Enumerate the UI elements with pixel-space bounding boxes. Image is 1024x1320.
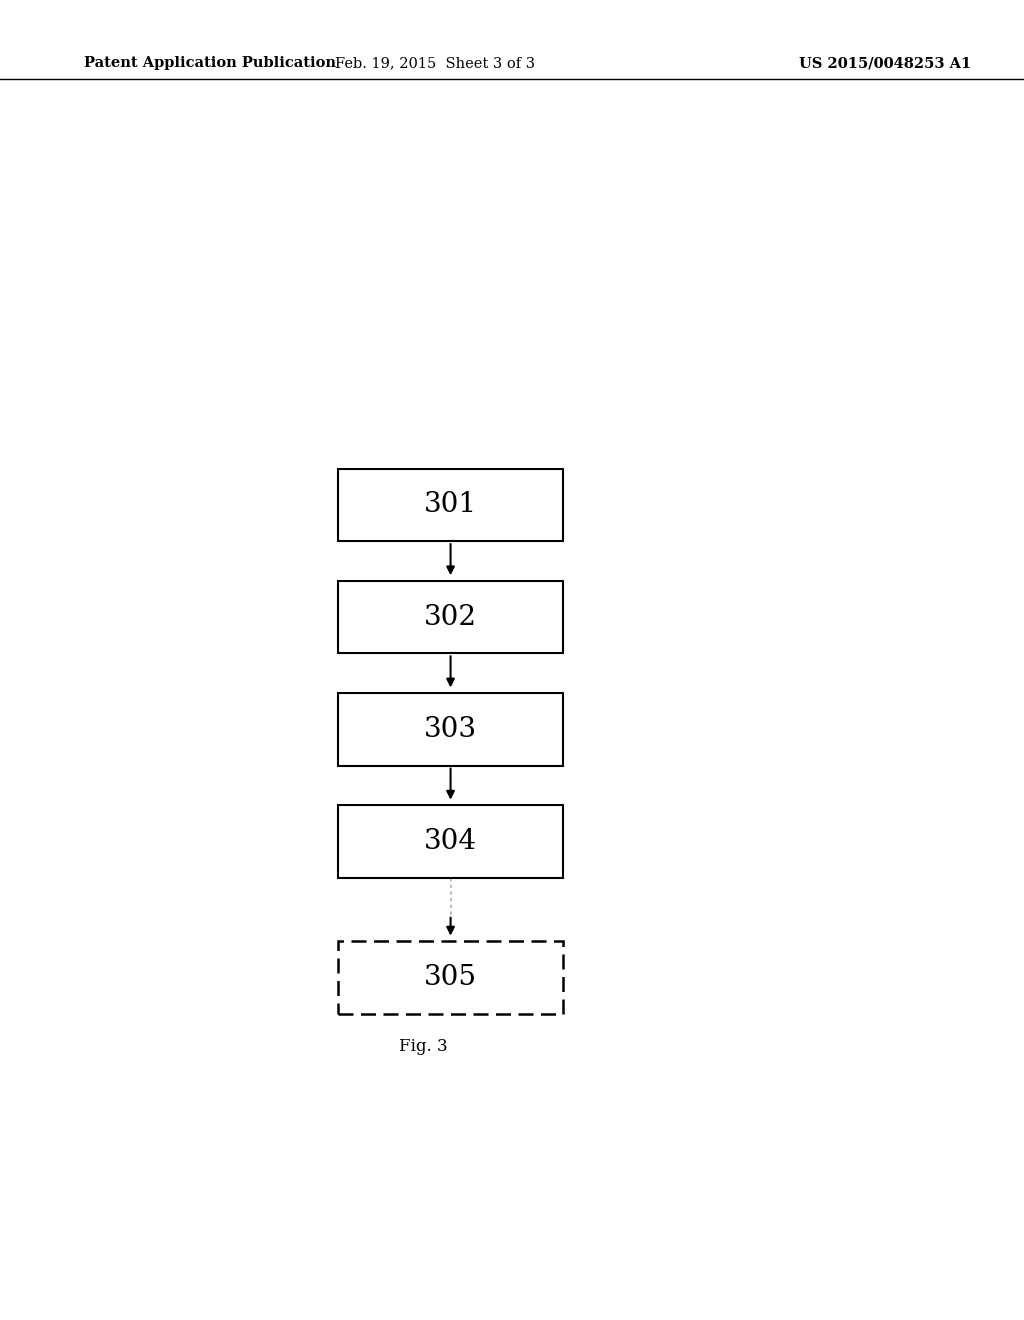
- Text: Feb. 19, 2015  Sheet 3 of 3: Feb. 19, 2015 Sheet 3 of 3: [335, 57, 536, 70]
- Text: 303: 303: [424, 715, 477, 743]
- Bar: [338, 941, 563, 1014]
- Bar: [338, 805, 563, 878]
- Text: Fig. 3: Fig. 3: [398, 1039, 447, 1055]
- Text: 304: 304: [424, 828, 477, 855]
- Text: 301: 301: [424, 491, 477, 519]
- Text: Patent Application Publication: Patent Application Publication: [84, 57, 336, 70]
- Bar: [338, 581, 563, 653]
- Text: 305: 305: [424, 964, 477, 991]
- Bar: [338, 693, 563, 766]
- Bar: [338, 469, 563, 541]
- Text: 302: 302: [424, 603, 477, 631]
- Text: US 2015/0048253 A1: US 2015/0048253 A1: [799, 57, 971, 70]
